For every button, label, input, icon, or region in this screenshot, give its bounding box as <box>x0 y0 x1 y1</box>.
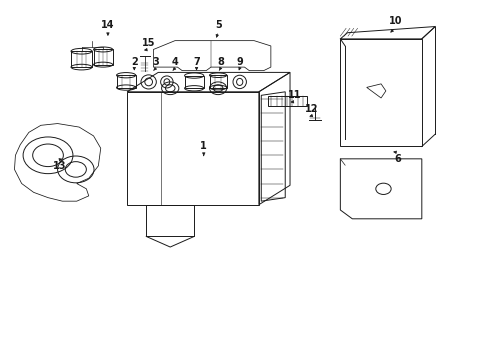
Text: 4: 4 <box>171 57 178 67</box>
Text: 1: 1 <box>200 141 207 152</box>
Text: 13: 13 <box>53 161 67 171</box>
Text: 9: 9 <box>236 57 243 67</box>
Text: 6: 6 <box>394 154 401 164</box>
Text: 2: 2 <box>131 57 138 67</box>
Text: 3: 3 <box>152 57 159 67</box>
Text: 12: 12 <box>304 104 318 114</box>
Text: 7: 7 <box>193 57 200 67</box>
Text: 11: 11 <box>287 90 301 100</box>
Text: 15: 15 <box>142 38 155 48</box>
Text: 14: 14 <box>101 20 115 30</box>
Text: 5: 5 <box>214 20 221 30</box>
Text: 8: 8 <box>217 57 224 67</box>
Text: 10: 10 <box>388 16 402 26</box>
